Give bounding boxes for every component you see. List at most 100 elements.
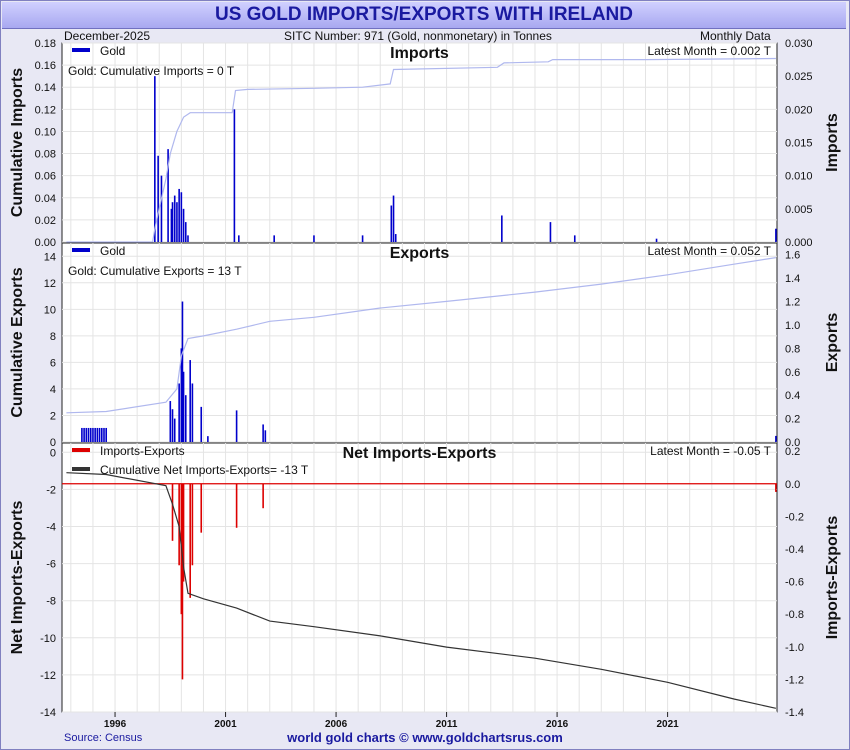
y-tick-label-right: 0.6 — [785, 367, 800, 379]
monthly-bar — [313, 235, 315, 242]
x-tick-label: 2021 — [656, 719, 679, 730]
y-tick-label-left: -4 — [46, 521, 56, 533]
y-tick-label-left: 0.14 — [35, 82, 56, 94]
y-tick-label-left: 0.16 — [35, 60, 56, 72]
monthly-bar — [262, 483, 264, 509]
monthly-bar — [105, 427, 108, 442]
monthly-bar — [189, 483, 191, 598]
y-axis-title-right: Imports — [824, 113, 841, 172]
y-tick-label-right: 0.8 — [785, 343, 800, 355]
latest-month-label: Latest Month = -0.05 T — [650, 444, 772, 458]
y-tick-label-right: -1.0 — [785, 642, 804, 654]
monthly-bar — [573, 235, 576, 242]
monthly-bar — [171, 202, 174, 242]
date-label: December-2025 — [64, 29, 151, 43]
y-tick-label-left: 0.12 — [35, 104, 56, 116]
y-tick-label-right: 0.010 — [785, 171, 813, 183]
y-tick-label-left: -6 — [46, 559, 56, 571]
y-tick-label-left: 0 — [50, 437, 56, 449]
y-tick-label-right: 0.0 — [785, 437, 800, 449]
monthly-bar — [94, 427, 96, 442]
cumulative-line — [66, 472, 777, 709]
monthly-bar — [178, 383, 180, 442]
monthly-bar — [169, 401, 172, 442]
legend-swatch-cumulative — [72, 467, 90, 471]
x-tick-label: 2006 — [325, 719, 348, 730]
y-tick-label-left: -12 — [40, 670, 56, 682]
monthly-bar — [390, 205, 393, 242]
y-tick-label-right: -1.2 — [785, 674, 804, 686]
y-tick-label-right: 1.2 — [785, 297, 800, 309]
monthly-bar — [100, 427, 103, 442]
y-tick-label-left: -10 — [40, 633, 56, 645]
y-tick-label-left: 2 — [50, 410, 56, 422]
y-tick-label-right: 0.025 — [785, 71, 813, 83]
monthly-bar — [184, 395, 187, 442]
monthly-bar — [160, 175, 163, 242]
monthly-bar — [180, 192, 183, 242]
monthly-bar — [235, 483, 238, 528]
monthly-bar — [775, 435, 777, 442]
monthly-bar — [655, 238, 658, 242]
y-tick-label-right: 0.005 — [785, 204, 813, 216]
y-axis-title-left: Cumulative Imports — [9, 68, 26, 217]
cumulative-total-label: Gold: Cumulative Exports = 13 T — [68, 264, 242, 278]
monthly-bar — [238, 235, 240, 242]
frequency-label: Monthly Data — [700, 29, 771, 43]
credit-label: world gold charts © www.goldchartsrus.co… — [287, 730, 563, 745]
monthly-bar — [178, 188, 180, 242]
monthly-bar — [392, 195, 395, 242]
monthly-bar — [549, 222, 552, 242]
monthly-bar — [171, 483, 174, 541]
monthly-bar — [191, 383, 194, 442]
legend-label: Gold — [100, 44, 125, 58]
y-tick-label-right: 0.015 — [785, 138, 813, 150]
monthly-bar — [207, 436, 209, 442]
legend-swatch — [72, 448, 90, 452]
x-tick-label: 2011 — [436, 719, 458, 730]
y-tick-label-left: 0.18 — [35, 38, 56, 50]
monthly-bar — [178, 483, 180, 566]
y-tick-label-right: -1.4 — [785, 707, 804, 719]
monthly-bar — [264, 430, 267, 442]
monthly-bar — [501, 215, 503, 242]
y-tick-label-left: -2 — [46, 484, 56, 496]
panel-title: Net Imports-Exports — [343, 445, 497, 462]
y-axis-title-right: Imports-Exports — [824, 516, 841, 640]
monthly-bar — [98, 427, 101, 442]
y-axis-title-left: Net Imports-Exports — [9, 501, 26, 655]
monthly-bar — [233, 109, 236, 242]
y-tick-label-left: -14 — [40, 707, 56, 719]
panel-title: Imports — [390, 45, 449, 62]
y-tick-label-right: 0.4 — [785, 390, 800, 402]
legend-swatch — [72, 48, 90, 52]
y-tick-label-left: 0 — [50, 447, 56, 459]
monthly-bar — [200, 483, 203, 533]
monthly-bar — [181, 301, 184, 442]
y-tick-label-left: 4 — [50, 384, 56, 396]
latest-month-label: Latest Month = 0.052 T — [647, 244, 771, 258]
latest-month-label: Latest Month = 0.002 T — [647, 44, 771, 58]
monthly-bar — [167, 149, 169, 242]
y-tick-label-left: 0.04 — [35, 193, 56, 205]
x-tick-label: 2001 — [214, 719, 237, 730]
y-tick-label-left: 12 — [44, 278, 56, 290]
y-tick-label-left: 6 — [50, 357, 56, 369]
y-tick-label-right: -0.4 — [785, 544, 804, 556]
monthly-bar — [176, 202, 178, 242]
monthly-bar — [157, 155, 159, 242]
monthly-bar — [89, 427, 92, 442]
y-tick-label-right: 0.2 — [785, 414, 800, 426]
x-tick-label: 1996 — [104, 719, 127, 730]
panel-imports — [61, 42, 778, 243]
monthly-bar — [361, 235, 364, 242]
monthly-bar — [187, 235, 189, 242]
monthly-bar — [83, 427, 85, 442]
monthly-bar — [103, 427, 105, 442]
monthly-bar — [154, 76, 156, 243]
monthly-bar — [171, 409, 174, 442]
y-tick-label-left: 0.06 — [35, 171, 56, 183]
monthly-bar — [394, 234, 397, 242]
monthly-bar — [189, 360, 191, 442]
